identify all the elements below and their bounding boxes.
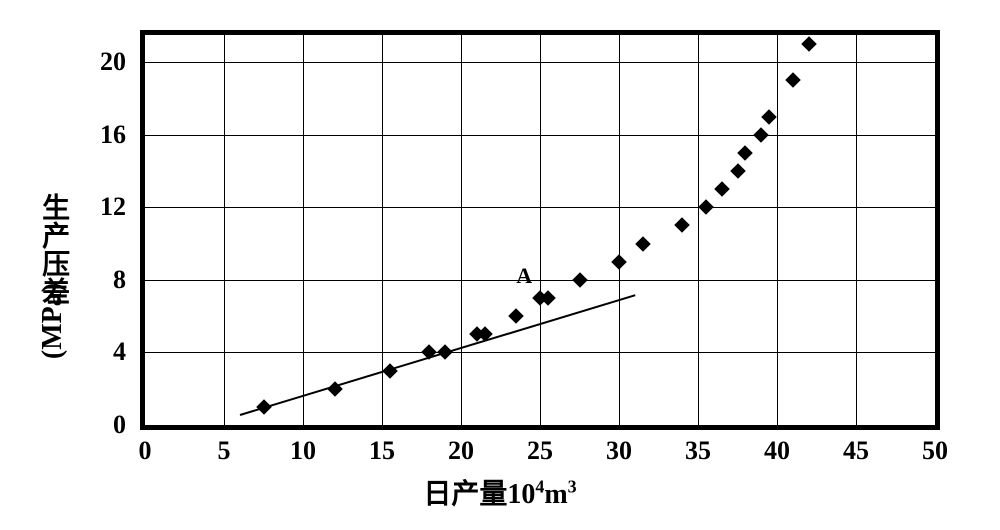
gridline-horizontal: [145, 207, 935, 208]
plot-inner: A: [145, 35, 935, 425]
data-point: [611, 254, 627, 270]
gridline-horizontal: [145, 62, 935, 63]
y-tick-label: 20: [100, 47, 126, 77]
gridline-vertical: [224, 35, 225, 425]
x-tick-label: 0: [139, 436, 152, 466]
y-axis-title: 生产压差(MPa): [15, 193, 91, 337]
y-tick-label: 4: [113, 337, 126, 367]
gridline-horizontal: [145, 352, 935, 353]
x-tick-label: 40: [764, 436, 790, 466]
y-axis-label-unit: (MPa): [37, 283, 69, 359]
chart-container: 生产压差(MPa) A 日产量104m3 0510152025303540455…: [50, 20, 950, 510]
x-axis-label-unit-sup: 3: [568, 477, 577, 497]
data-point: [572, 272, 588, 288]
data-point: [635, 236, 651, 252]
x-tick-label: 10: [290, 436, 316, 466]
x-axis-label-unit: m: [544, 479, 567, 510]
y-tick-label: 12: [100, 192, 126, 222]
gridline-vertical: [461, 35, 462, 425]
x-tick-label: 50: [922, 436, 948, 466]
x-axis-label-value: 10: [507, 479, 535, 510]
gridline-horizontal: [145, 135, 935, 136]
data-point: [714, 181, 730, 197]
x-tick-label: 35: [685, 436, 711, 466]
x-tick-label: 30: [606, 436, 632, 466]
x-tick-label: 20: [448, 436, 474, 466]
y-tick-label: 0: [113, 410, 126, 440]
data-point: [753, 127, 769, 143]
gridline-vertical: [777, 35, 778, 425]
gridline-vertical: [619, 35, 620, 425]
gridline-vertical: [698, 35, 699, 425]
trend-line: [240, 294, 636, 416]
x-tick-label: 45: [843, 436, 869, 466]
data-point: [785, 73, 801, 89]
gridline-horizontal: [145, 280, 935, 281]
data-point: [437, 345, 453, 361]
gridline-vertical: [856, 35, 857, 425]
gridline-vertical: [303, 35, 304, 425]
gridline-vertical: [540, 35, 541, 425]
x-tick-label: 5: [218, 436, 231, 466]
data-point: [382, 363, 398, 379]
data-point: [730, 163, 746, 179]
x-axis-title: 日产量104m3: [423, 472, 576, 512]
annotation-label: A: [516, 263, 532, 289]
gridline-vertical: [382, 35, 383, 425]
data-point: [801, 36, 817, 52]
x-tick-label: 25: [527, 436, 553, 466]
data-point: [698, 200, 714, 216]
data-point: [509, 308, 525, 324]
x-tick-label: 15: [369, 436, 395, 466]
x-axis-label-prefix: 日产量: [423, 479, 507, 510]
data-point: [674, 218, 690, 234]
data-point: [256, 399, 272, 415]
data-point: [761, 109, 777, 125]
y-tick-label: 16: [100, 120, 126, 150]
plot-area: A: [140, 30, 940, 430]
x-axis-label-sup: 4: [535, 477, 544, 497]
y-tick-label: 8: [113, 265, 126, 295]
data-point: [738, 145, 754, 161]
